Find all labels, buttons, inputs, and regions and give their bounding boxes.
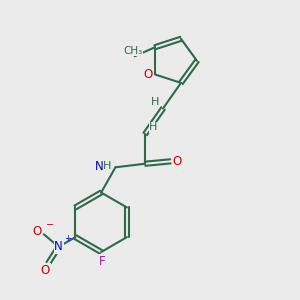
Text: O: O	[33, 225, 42, 239]
Text: O: O	[144, 68, 153, 81]
Text: N: N	[54, 240, 63, 253]
Text: H: H	[103, 160, 111, 170]
Text: H: H	[151, 97, 159, 107]
Text: O: O	[172, 155, 182, 168]
Text: H: H	[149, 122, 158, 133]
Text: +: +	[64, 234, 71, 243]
Text: O: O	[41, 264, 50, 277]
Text: CH₃: CH₃	[124, 46, 143, 56]
Text: N: N	[95, 160, 103, 173]
Text: −: −	[46, 220, 54, 230]
Text: F: F	[99, 255, 106, 268]
